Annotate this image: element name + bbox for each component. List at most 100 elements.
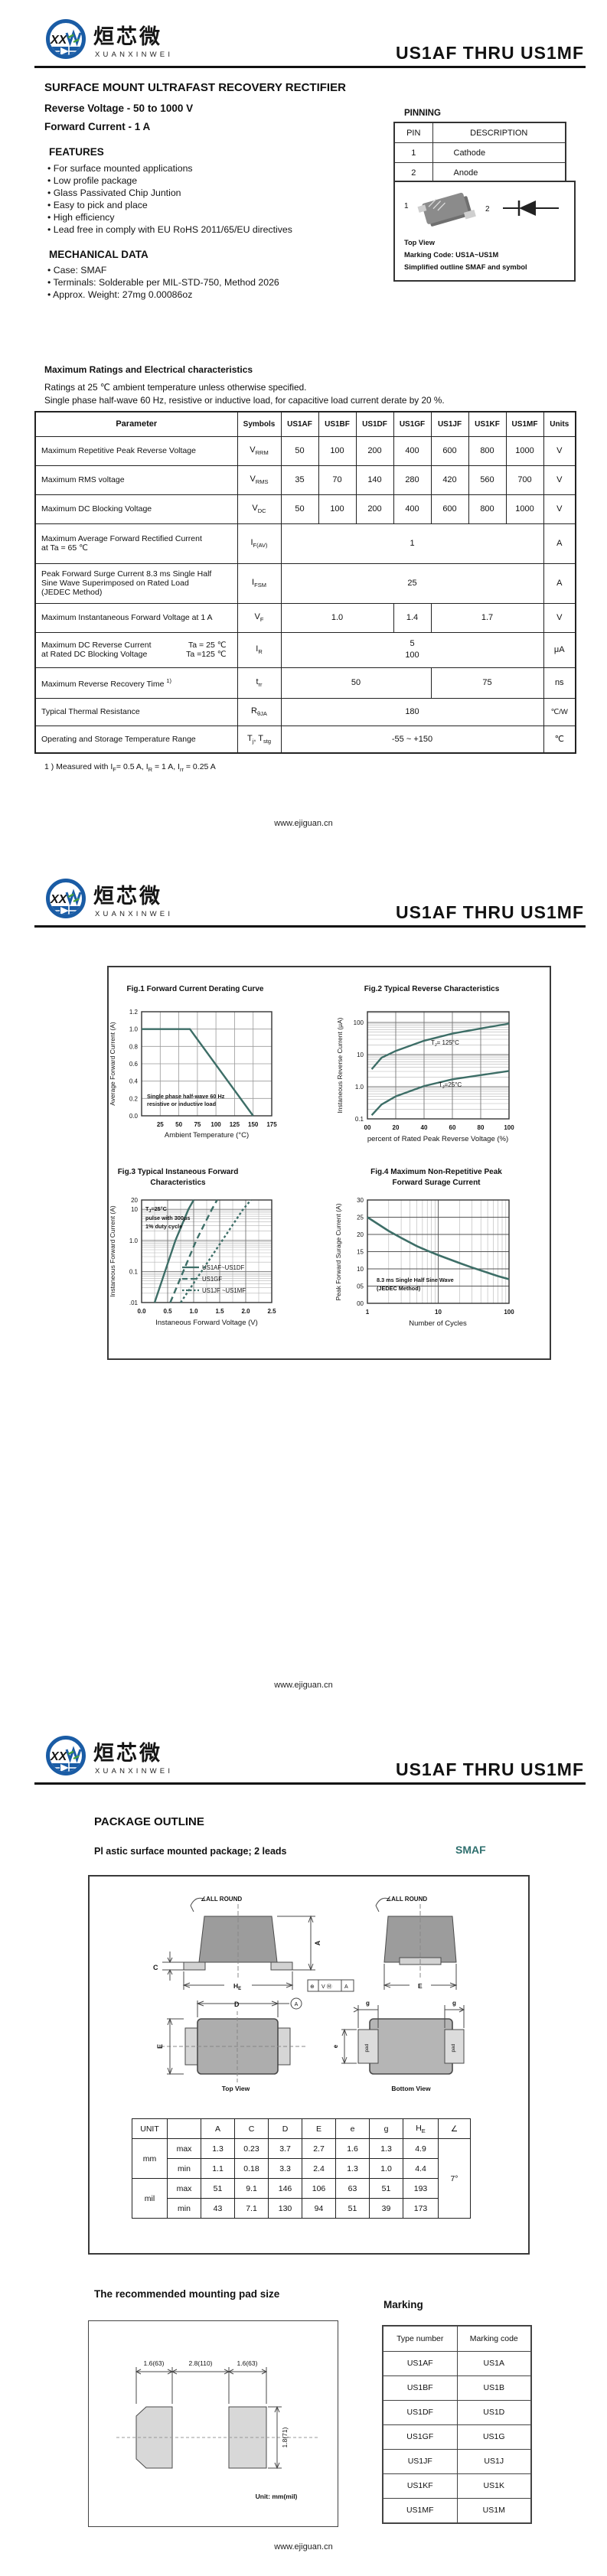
fig2-xtick-labels: 00 20 40 60 80 100 — [364, 1124, 515, 1131]
max-label: max — [167, 2138, 201, 2159]
dim-col: e — [335, 2118, 370, 2139]
fig4-annotation1: 8.3 ms Single Half Sine Wave — [377, 1277, 454, 1283]
value: 100 — [318, 494, 357, 524]
col-type: US1AF — [280, 411, 319, 437]
dim-value: 1.3 — [201, 2138, 235, 2159]
marking-code: US1D — [456, 2399, 532, 2425]
logo-mark-icon: XX — [46, 879, 86, 918]
table-row: Peak Forward Surge Current 8.3 ms Single… — [34, 562, 576, 604]
pad-dim3: 1.6(63) — [237, 2359, 258, 2367]
package-outline-subheading: Pl astic surface mounted package; 2 lead… — [94, 1846, 287, 1857]
tolerance-cell3: A — [344, 1984, 348, 1990]
value: 50 — [280, 435, 319, 466]
table-row: Typical Thermal Resistance RθJA 180 ℃/W — [34, 697, 576, 726]
marking-code: US1K — [456, 2473, 532, 2499]
symbol-sub: rr — [258, 681, 263, 688]
fig1-annotation2: resistive or inductive load — [147, 1101, 216, 1107]
dim-value: 1.3 — [335, 2158, 370, 2179]
value-span: 1.0 — [280, 602, 394, 633]
sideview-right — [375, 1897, 458, 1990]
dim-value: 106 — [302, 2178, 336, 2199]
table-row: Maximum DC Reverse Current Ta = 25 ℃ at R… — [34, 631, 576, 668]
part-number-title: US1AF THRU US1MF — [395, 43, 584, 63]
part-number-title: US1AF THRU US1MF — [395, 1759, 584, 1779]
value: 600 — [430, 494, 469, 524]
unit: ℃/W — [543, 697, 576, 726]
marking-code: US1J — [456, 2448, 532, 2474]
fig1-ylabel: Average Forward Current (A) — [109, 1022, 116, 1106]
pkg-pin2-label: 2 — [485, 205, 490, 214]
svg-text:2.0: 2.0 — [241, 1308, 250, 1315]
dim-value: 0.23 — [234, 2138, 269, 2159]
reverse-voltage-line: Reverse Voltage - 50 to 1000 V — [44, 103, 194, 114]
tolerance-cell2: V Ⓜ — [321, 1984, 332, 1990]
value: 800 — [468, 435, 507, 466]
svg-text:20: 20 — [393, 1124, 400, 1131]
ratings-table: Parameter Symbols US1AF US1BF US1DF US1G… — [34, 411, 576, 754]
fig4-ytick-labels: 30 25 20 15 10 05 00 — [357, 1197, 364, 1307]
table-row: Operating and Storage Temperature Range … — [34, 725, 576, 754]
svg-text:1: 1 — [366, 1309, 370, 1316]
feature-item: Easy to pick and place — [47, 199, 292, 211]
svg-text:XX: XX — [50, 34, 68, 47]
all-round-label: ∠ALL ROUND — [201, 1896, 242, 1903]
unit-header: UNIT — [132, 2118, 168, 2139]
blank-header — [167, 2118, 201, 2139]
value: 1000 — [505, 494, 544, 524]
feature-item: High efficiency — [47, 211, 292, 223]
param: Maximum RMS voltage — [34, 465, 238, 495]
legend-entry: US1AF~US1DF — [202, 1264, 244, 1271]
top-view — [161, 1997, 306, 2083]
symbol: I — [252, 578, 255, 587]
unit-mm: mm — [132, 2138, 168, 2179]
fig1-title: Fig.1 Forward Current Derating Curve — [126, 985, 264, 993]
top-view-label: Top View — [222, 2085, 250, 2092]
value: 1.4 — [393, 602, 432, 633]
fig1-plot-border — [141, 1011, 272, 1117]
fig4-curve — [367, 1216, 510, 1280]
dimension-table: UNIT A C D E e g HE ∠ mm max 1.3 0.23 3.… — [132, 2118, 471, 2219]
dim-d-label: D — [234, 2000, 240, 2008]
fig3-xlabel: Instaneous Forward Voltage (V) — [155, 1319, 258, 1327]
type-number: US1AF — [382, 2350, 458, 2376]
fig3-ylabel: Instaneous Forward Current (A) — [109, 1205, 116, 1297]
marking-table: Type number Marking code US1AF US1A US1BF… — [382, 2325, 532, 2524]
logo-chinese-text: 烜芯微 — [93, 1742, 162, 1765]
unit: μA — [543, 631, 576, 668]
package-preview-box: 1 2 Top View Marking Code: US1A — [393, 181, 576, 282]
svg-text:100: 100 — [354, 1019, 364, 1026]
bottom-view-label: Bottom View — [391, 2085, 431, 2092]
fig4-xtick-labels: 1 10 100 — [366, 1309, 514, 1316]
table-row: US1JF US1J — [382, 2448, 532, 2474]
param: Maximum DC Blocking Voltage — [34, 494, 238, 524]
unit: V — [543, 435, 576, 466]
svg-text:25: 25 — [357, 1215, 364, 1221]
unit: ℃ — [543, 725, 576, 754]
dim-value: 173 — [403, 2198, 439, 2219]
datum-a-label: A — [295, 2002, 299, 2007]
fig2-ylabel: Instaneous Reverse Current (μA) — [336, 1017, 344, 1113]
svg-text:10: 10 — [131, 1206, 138, 1213]
unit: V — [543, 494, 576, 524]
figures-box — [107, 966, 551, 1360]
fig2-curve-25C — [370, 1070, 510, 1117]
marking-code: US1M — [456, 2497, 532, 2523]
pinning-col-pin: PIN — [393, 122, 433, 143]
type-number: US1KF — [382, 2473, 458, 2499]
value: 1000 — [505, 435, 544, 466]
symbol: T — [246, 733, 253, 743]
fig3-annotation3: 1% duty cycle — [145, 1223, 182, 1230]
dim-col: D — [268, 2118, 302, 2139]
svg-text:1.5: 1.5 — [215, 1308, 224, 1315]
fig4-major-grid — [367, 1200, 509, 1303]
fig2-curve-125C — [370, 1022, 510, 1070]
table-header-row: Type number Marking code — [382, 2325, 532, 2352]
dim-g-label: g — [452, 2000, 456, 2007]
value: 70 — [318, 465, 357, 495]
svg-text:XX: XX — [50, 893, 68, 906]
value: 400 — [393, 494, 432, 524]
svg-text:1.0: 1.0 — [129, 1026, 139, 1033]
features-list: For surface mounted applications Low pro… — [47, 162, 292, 236]
svg-text:0.0: 0.0 — [137, 1308, 146, 1315]
svg-text:0.1: 0.1 — [129, 1268, 139, 1275]
